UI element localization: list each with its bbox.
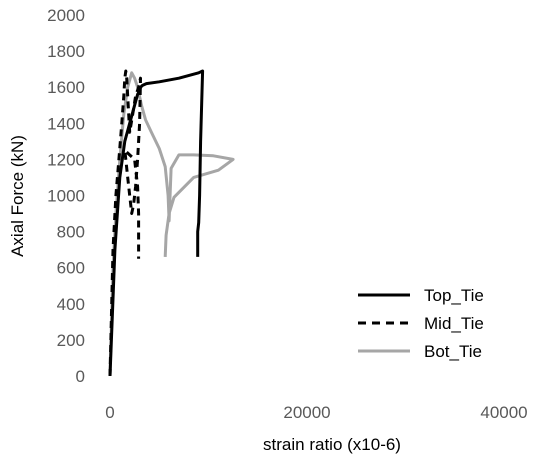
series-line-bot-tie xyxy=(108,71,235,377)
legend-label-top-tie: Top_Tie xyxy=(424,286,484,305)
y-tick-label: 1600 xyxy=(47,78,85,97)
y-tick-label: 1200 xyxy=(47,150,85,169)
y-tick-label: 1800 xyxy=(47,42,85,61)
x-axis-ticks: 0 20000 40000 xyxy=(105,403,527,422)
y-axis-ticks: 0 200 400 600 800 1000 1200 1400 1600 1800 2000 xyxy=(47,6,85,386)
x-axis-title: strain ratio (x10-6) xyxy=(263,435,401,454)
legend: Top_Tie Mid_Tie Bot_Tie xyxy=(358,286,484,361)
x-tick-label: 40000 xyxy=(480,403,527,422)
y-tick-label: 1000 xyxy=(47,187,85,206)
series-line-mid-tie xyxy=(108,69,142,377)
plot-area xyxy=(108,69,235,377)
y-tick-label: 200 xyxy=(57,331,85,350)
series-line-top-tie xyxy=(108,69,205,377)
y-tick-label: 400 xyxy=(57,295,85,314)
y-tick-label: 2000 xyxy=(47,6,85,25)
x-tick-label: 0 xyxy=(105,403,114,422)
legend-label-bot-tie: Bot_Tie xyxy=(424,342,482,361)
y-tick-label: 800 xyxy=(57,223,85,242)
y-tick-label: 600 xyxy=(57,259,85,278)
y-tick-label: 1400 xyxy=(47,114,85,133)
y-axis-title: Axial Force (kN) xyxy=(8,135,27,257)
y-tick-label: 0 xyxy=(76,367,85,386)
legend-label-mid-tie: Mid_Tie xyxy=(424,314,484,333)
x-tick-label: 20000 xyxy=(283,403,330,422)
